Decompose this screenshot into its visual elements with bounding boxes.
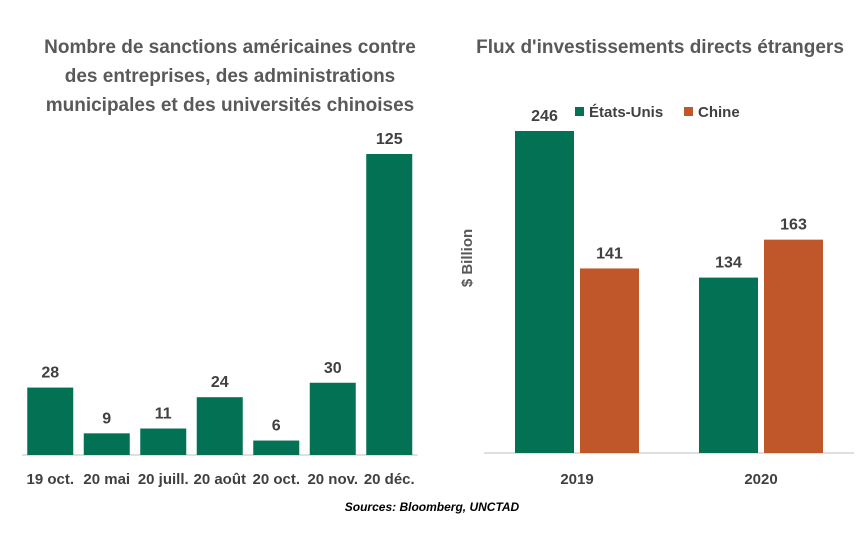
bar-1: [83, 433, 130, 455]
legend-label-1: Chine: [698, 104, 740, 121]
x-tick-label-2: 20 juill.: [138, 471, 189, 488]
value-label-1-1: 163: [780, 217, 807, 234]
legend-swatch-1: [684, 107, 693, 116]
value-label-4: 6: [272, 418, 281, 435]
right-chart-title: Flux d'investissements directs étrangers: [476, 37, 844, 58]
value-label-2: 11: [155, 406, 172, 423]
value-label-1-0: 141: [596, 245, 623, 262]
sanctions-bar-chart: 28 19 oct. 9 20 mai 11 20 juill. 24 20 août 6 20 …: [22, 131, 418, 488]
value-label-0: 28: [41, 365, 59, 382]
x-tick-label-2019: 2019: [560, 471, 593, 488]
source-note: Sources: Bloomberg, UNCTAD: [344, 500, 520, 514]
bar-3: [196, 397, 243, 455]
x-tick-label-4: 20 oct.: [252, 471, 300, 488]
left-chart-title: Nombre de sanctions américaines contre d…: [44, 37, 416, 116]
fdi-bar-chart: 2019 246 141 2020 134 163 États-Unis Chine $ Bil…: [459, 104, 854, 488]
value-label-0-1: 134: [715, 255, 742, 272]
x-tick-label-2020: 2020: [744, 471, 777, 488]
x-tick-label-5: 20 nov.: [307, 471, 358, 488]
bar-4: [253, 440, 300, 455]
bar-6: [366, 154, 413, 455]
value-label-1: 9: [102, 410, 111, 427]
x-tick-label-3: 20 août: [193, 471, 246, 488]
legend-swatch-0: [575, 107, 584, 116]
x-tick-label-0: 19 oct.: [26, 471, 74, 488]
bar-0: [27, 387, 74, 455]
value-label-6: 125: [376, 131, 403, 148]
bar-5: [309, 382, 356, 455]
bar-0-0: [515, 131, 574, 453]
y-axis-label: $ Billion: [459, 229, 476, 287]
x-tick-label-6: 20 déc.: [364, 471, 415, 488]
value-label-5: 30: [324, 360, 342, 377]
bar-1-1: [764, 239, 823, 453]
legend-label-0: États-Unis: [589, 104, 663, 121]
x-tick-label-1: 20 mai: [83, 471, 130, 488]
bar-1-0: [580, 268, 639, 453]
bar-2: [140, 428, 187, 455]
value-label-0-0: 246: [531, 108, 558, 125]
bar-0-1: [699, 277, 758, 453]
value-label-3: 24: [211, 374, 229, 391]
